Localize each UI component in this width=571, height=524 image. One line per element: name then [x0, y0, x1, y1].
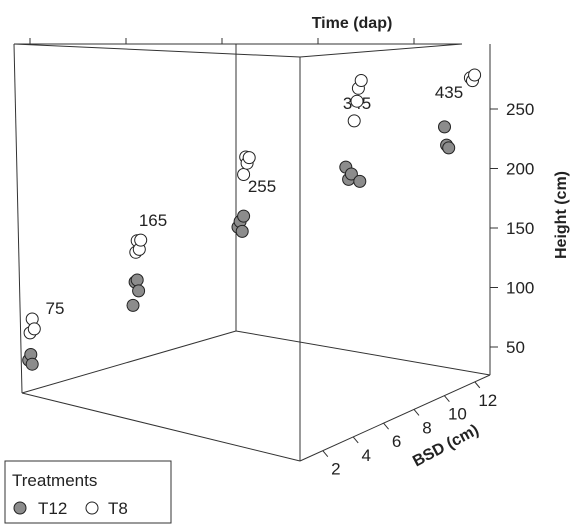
box-bottom-back [21, 330, 237, 394]
bsd-tick [474, 381, 481, 389]
height-axis-title: Height (cm) [553, 171, 570, 259]
legend-t12-label: T12 [38, 499, 67, 518]
point-t12 [235, 224, 249, 238]
height-axis: 50 100 150 200 250 [490, 100, 534, 357]
bsd-tick [322, 450, 329, 458]
time-group-label-435: 435 [435, 83, 463, 102]
box-top-left-front [13, 43, 301, 58]
legend-title: Treatments [12, 471, 97, 490]
bsd-tick [413, 409, 420, 416]
point-t12 [132, 284, 146, 298]
bsd-tick-label: 8 [422, 418, 431, 437]
point-t8 [27, 322, 41, 336]
point-t12 [130, 273, 144, 287]
point-t8 [347, 114, 361, 128]
data-points [22, 68, 482, 371]
point-t8 [468, 68, 482, 82]
point-t12 [237, 209, 251, 223]
box-bottom-right [299, 374, 491, 462]
point-t12 [438, 120, 451, 134]
bsd-tick-label: 4 [361, 446, 370, 465]
height-tick-label: 200 [506, 160, 534, 179]
bsd-tick [444, 395, 450, 402]
box-bottom-back-right [235, 330, 491, 376]
point-t8 [242, 151, 256, 165]
legend-t8-label: T8 [108, 499, 128, 518]
time-group-label-255: 255 [248, 177, 276, 196]
point-t8 [350, 94, 364, 108]
time-group-label-165: 165 [139, 211, 167, 230]
bsd-axis: 2 4 6 8 10 12 [322, 381, 497, 479]
point-t8 [237, 168, 251, 181]
point-t12 [344, 167, 358, 181]
bsd-tick-label: 12 [478, 391, 497, 410]
box-left-vertical [13, 43, 23, 394]
time-labels: 75165255345435 [46, 83, 464, 318]
height-tick-label: 50 [506, 338, 525, 357]
height-tick-label: 100 [506, 279, 534, 298]
point-t12 [353, 174, 367, 188]
box-bottom-left [21, 392, 301, 462]
bsd-axis-title: BSD (cm) [410, 422, 482, 471]
plot-box [13, 43, 491, 462]
time-axis-title: Time (dap) [312, 15, 393, 32]
point-t12 [25, 357, 39, 371]
point-t8 [134, 233, 148, 247]
point-t12 [126, 298, 140, 312]
height-tick-label: 150 [506, 219, 534, 238]
point-t8 [354, 74, 368, 87]
bsd-tick [352, 436, 359, 444]
point-t12 [442, 141, 456, 155]
box-top-right-front [299, 43, 463, 58]
time-group-label-75: 75 [46, 299, 65, 318]
bsd-tick [383, 422, 389, 430]
bsd-tick-label: 10 [448, 405, 467, 424]
legend-t12-marker [13, 501, 27, 515]
time-axis [29, 38, 415, 44]
bsd-tick-label: 6 [392, 432, 401, 451]
legend: Treatments T12 T8 [4, 460, 172, 524]
bsd-tick-label: 2 [331, 460, 340, 479]
height-tick-label: 250 [506, 100, 534, 119]
legend-t8-marker [85, 501, 99, 515]
